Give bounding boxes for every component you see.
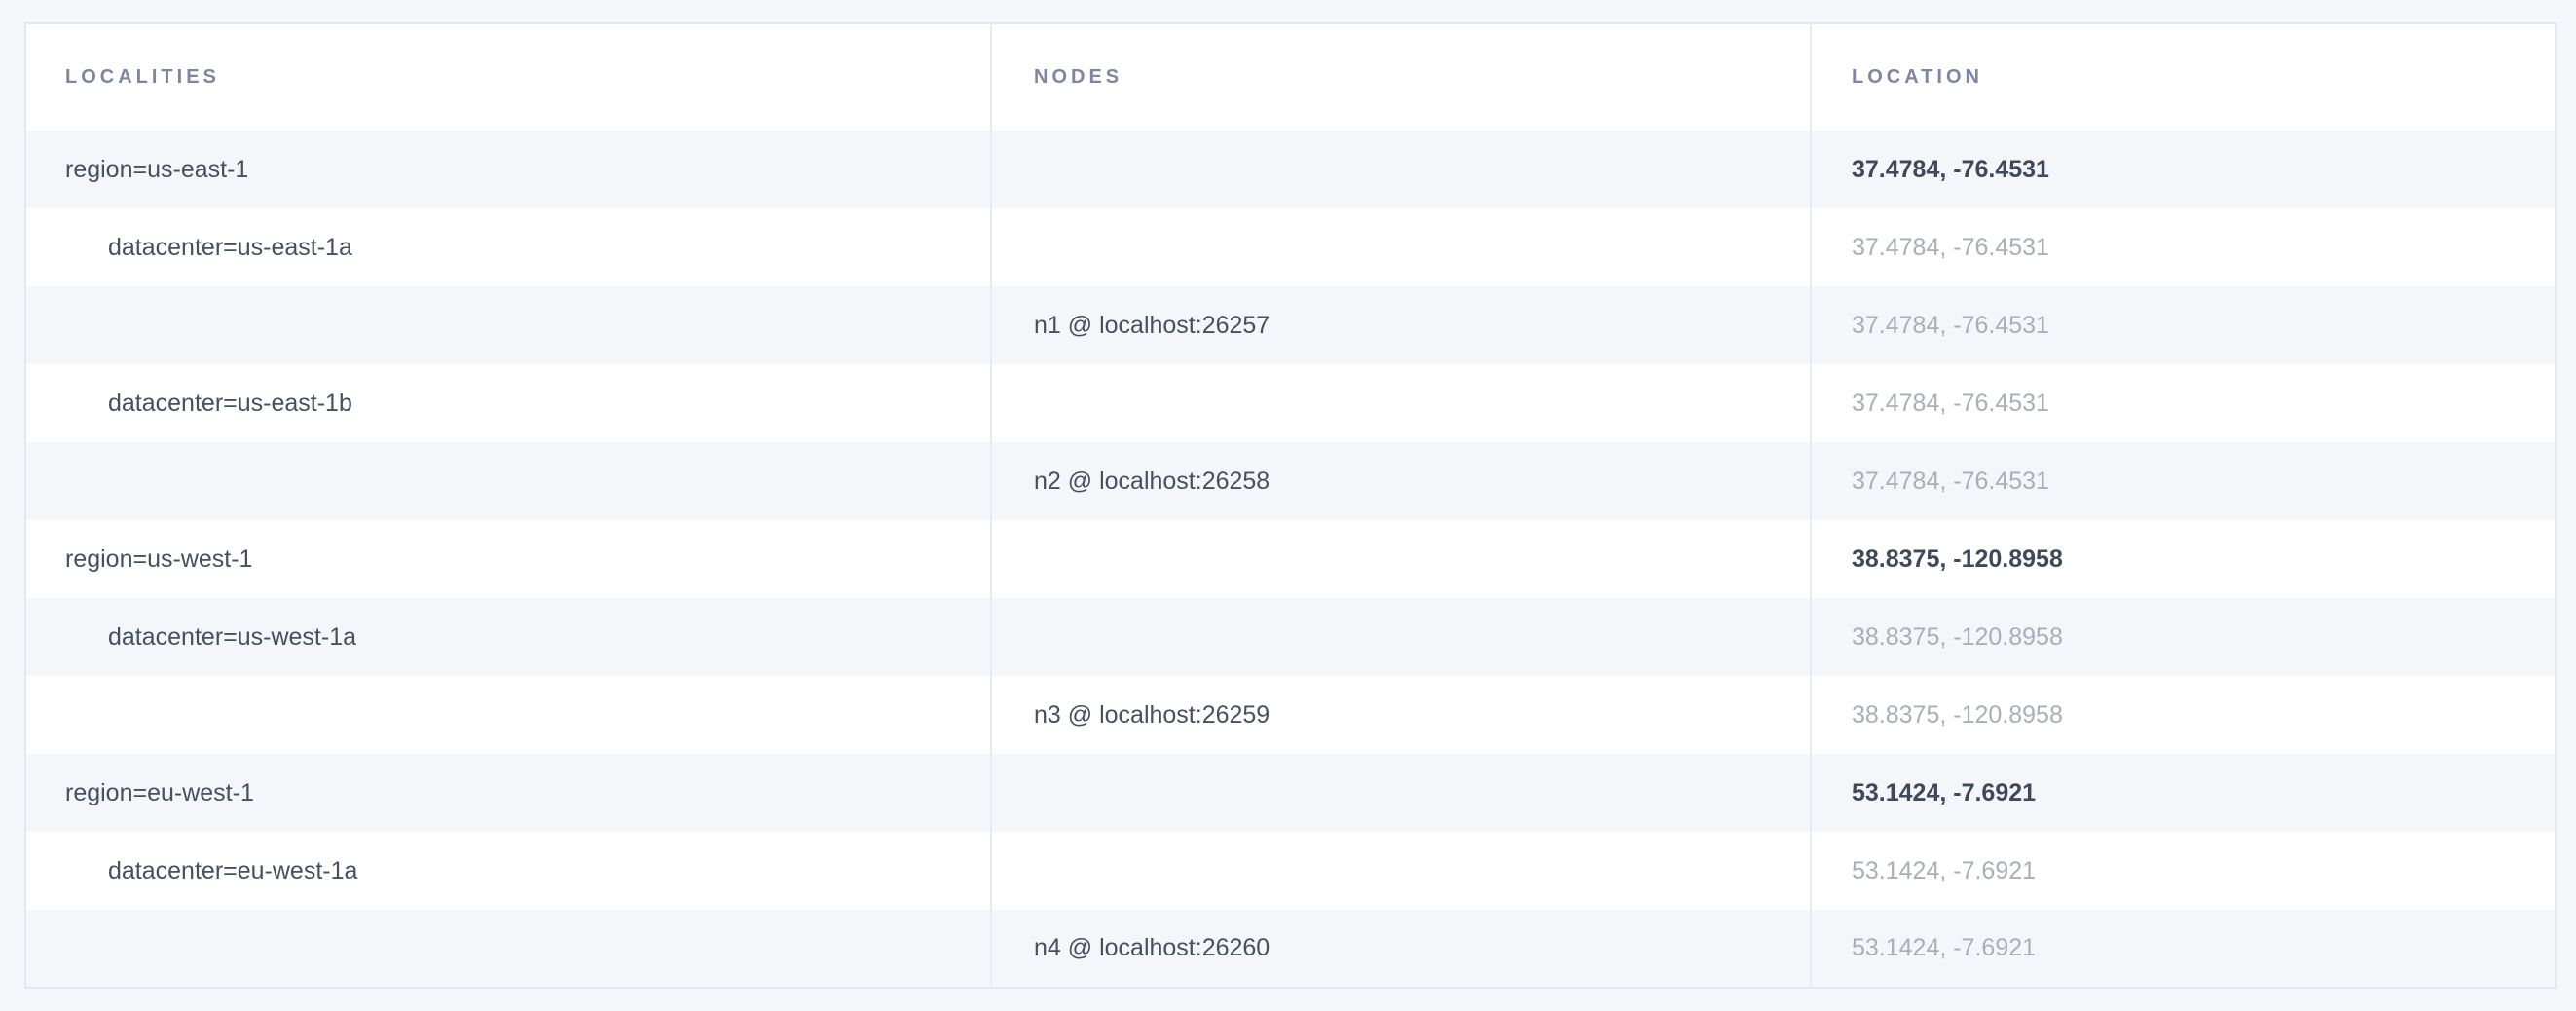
node-cell [990, 208, 1811, 286]
table-row-node: n1 @ localhost:26257 37.4784, -76.4531 [25, 286, 2556, 364]
location-cell: 38.8375, -120.8958 [1810, 598, 2556, 676]
localities-table: LOCALITIES NODES LOCATION region=us-east… [24, 22, 2557, 989]
location-cell: 37.4784, -76.4531 [1810, 442, 2556, 520]
node-cell: n3 @ localhost:26259 [990, 676, 1811, 754]
location-cell: 53.1424, -7.6921 [1810, 754, 2556, 832]
table-row-datacenter: datacenter=us-east-1a 37.4784, -76.4531 [25, 208, 2556, 286]
table-row-region: region=eu-west-1 53.1424, -7.6921 [25, 754, 2556, 832]
node-cell: n1 @ localhost:26257 [990, 286, 1811, 364]
locality-cell: datacenter=us-west-1a [108, 622, 357, 651]
table-row-node: n2 @ localhost:26258 37.4784, -76.4531 [25, 442, 2556, 520]
location-cell: 37.4784, -76.4531 [1810, 286, 2556, 364]
table-row-region: region=us-east-1 37.4784, -76.4531 [25, 131, 2556, 208]
column-header-localities: LOCALITIES [25, 23, 991, 131]
location-cell: 53.1424, -7.6921 [1810, 832, 2556, 910]
node-cell [990, 832, 1811, 910]
locality-cell: region=us-west-1 [65, 544, 253, 573]
node-cell [990, 364, 1811, 442]
location-cell: 37.4784, -76.4531 [1810, 208, 2556, 286]
locality-cell: datacenter=us-east-1a [108, 233, 352, 261]
location-cell: 38.8375, -120.8958 [1810, 520, 2556, 598]
location-cell: 37.4784, -76.4531 [1810, 364, 2556, 442]
table-header-row: LOCALITIES NODES LOCATION [25, 23, 2556, 131]
node-cell [990, 754, 1811, 832]
locality-cell: datacenter=us-east-1b [108, 389, 352, 417]
node-cell: n2 @ localhost:26258 [990, 442, 1811, 520]
locality-cell [25, 676, 991, 754]
locality-cell [25, 442, 991, 520]
table-row-node: n3 @ localhost:26259 38.8375, -120.8958 [25, 676, 2556, 754]
locality-cell: region=us-east-1 [65, 155, 249, 183]
locality-cell [25, 286, 991, 364]
location-cell: 53.1424, -7.6921 [1810, 910, 2556, 988]
locality-cell [25, 910, 991, 988]
table-row-datacenter: datacenter=eu-west-1a 53.1424, -7.6921 [25, 832, 2556, 910]
node-cell [990, 131, 1811, 208]
table-row-region: region=us-west-1 38.8375, -120.8958 [25, 520, 2556, 598]
locality-cell: region=eu-west-1 [65, 778, 254, 806]
locality-cell: datacenter=eu-west-1a [108, 856, 358, 884]
localities-table-container: LOCALITIES NODES LOCATION region=us-east… [24, 22, 2557, 990]
location-cell: 38.8375, -120.8958 [1810, 676, 2556, 754]
table-row-node: n4 @ localhost:26260 53.1424, -7.6921 [25, 910, 2556, 988]
table-row-datacenter: datacenter=us-east-1b 37.4784, -76.4531 [25, 364, 2556, 442]
column-header-location: LOCATION [1810, 23, 2556, 131]
table-row-datacenter: datacenter=us-west-1a 38.8375, -120.8958 [25, 598, 2556, 676]
node-cell [990, 520, 1811, 598]
table-header: LOCALITIES NODES LOCATION [25, 23, 2556, 131]
location-cell: 37.4784, -76.4531 [1810, 131, 2556, 208]
table-body: region=us-east-1 37.4784, -76.4531 datacen… [25, 131, 2556, 988]
column-header-nodes: NODES [990, 23, 1811, 131]
node-cell: n4 @ localhost:26260 [990, 910, 1811, 988]
node-cell [990, 598, 1811, 676]
